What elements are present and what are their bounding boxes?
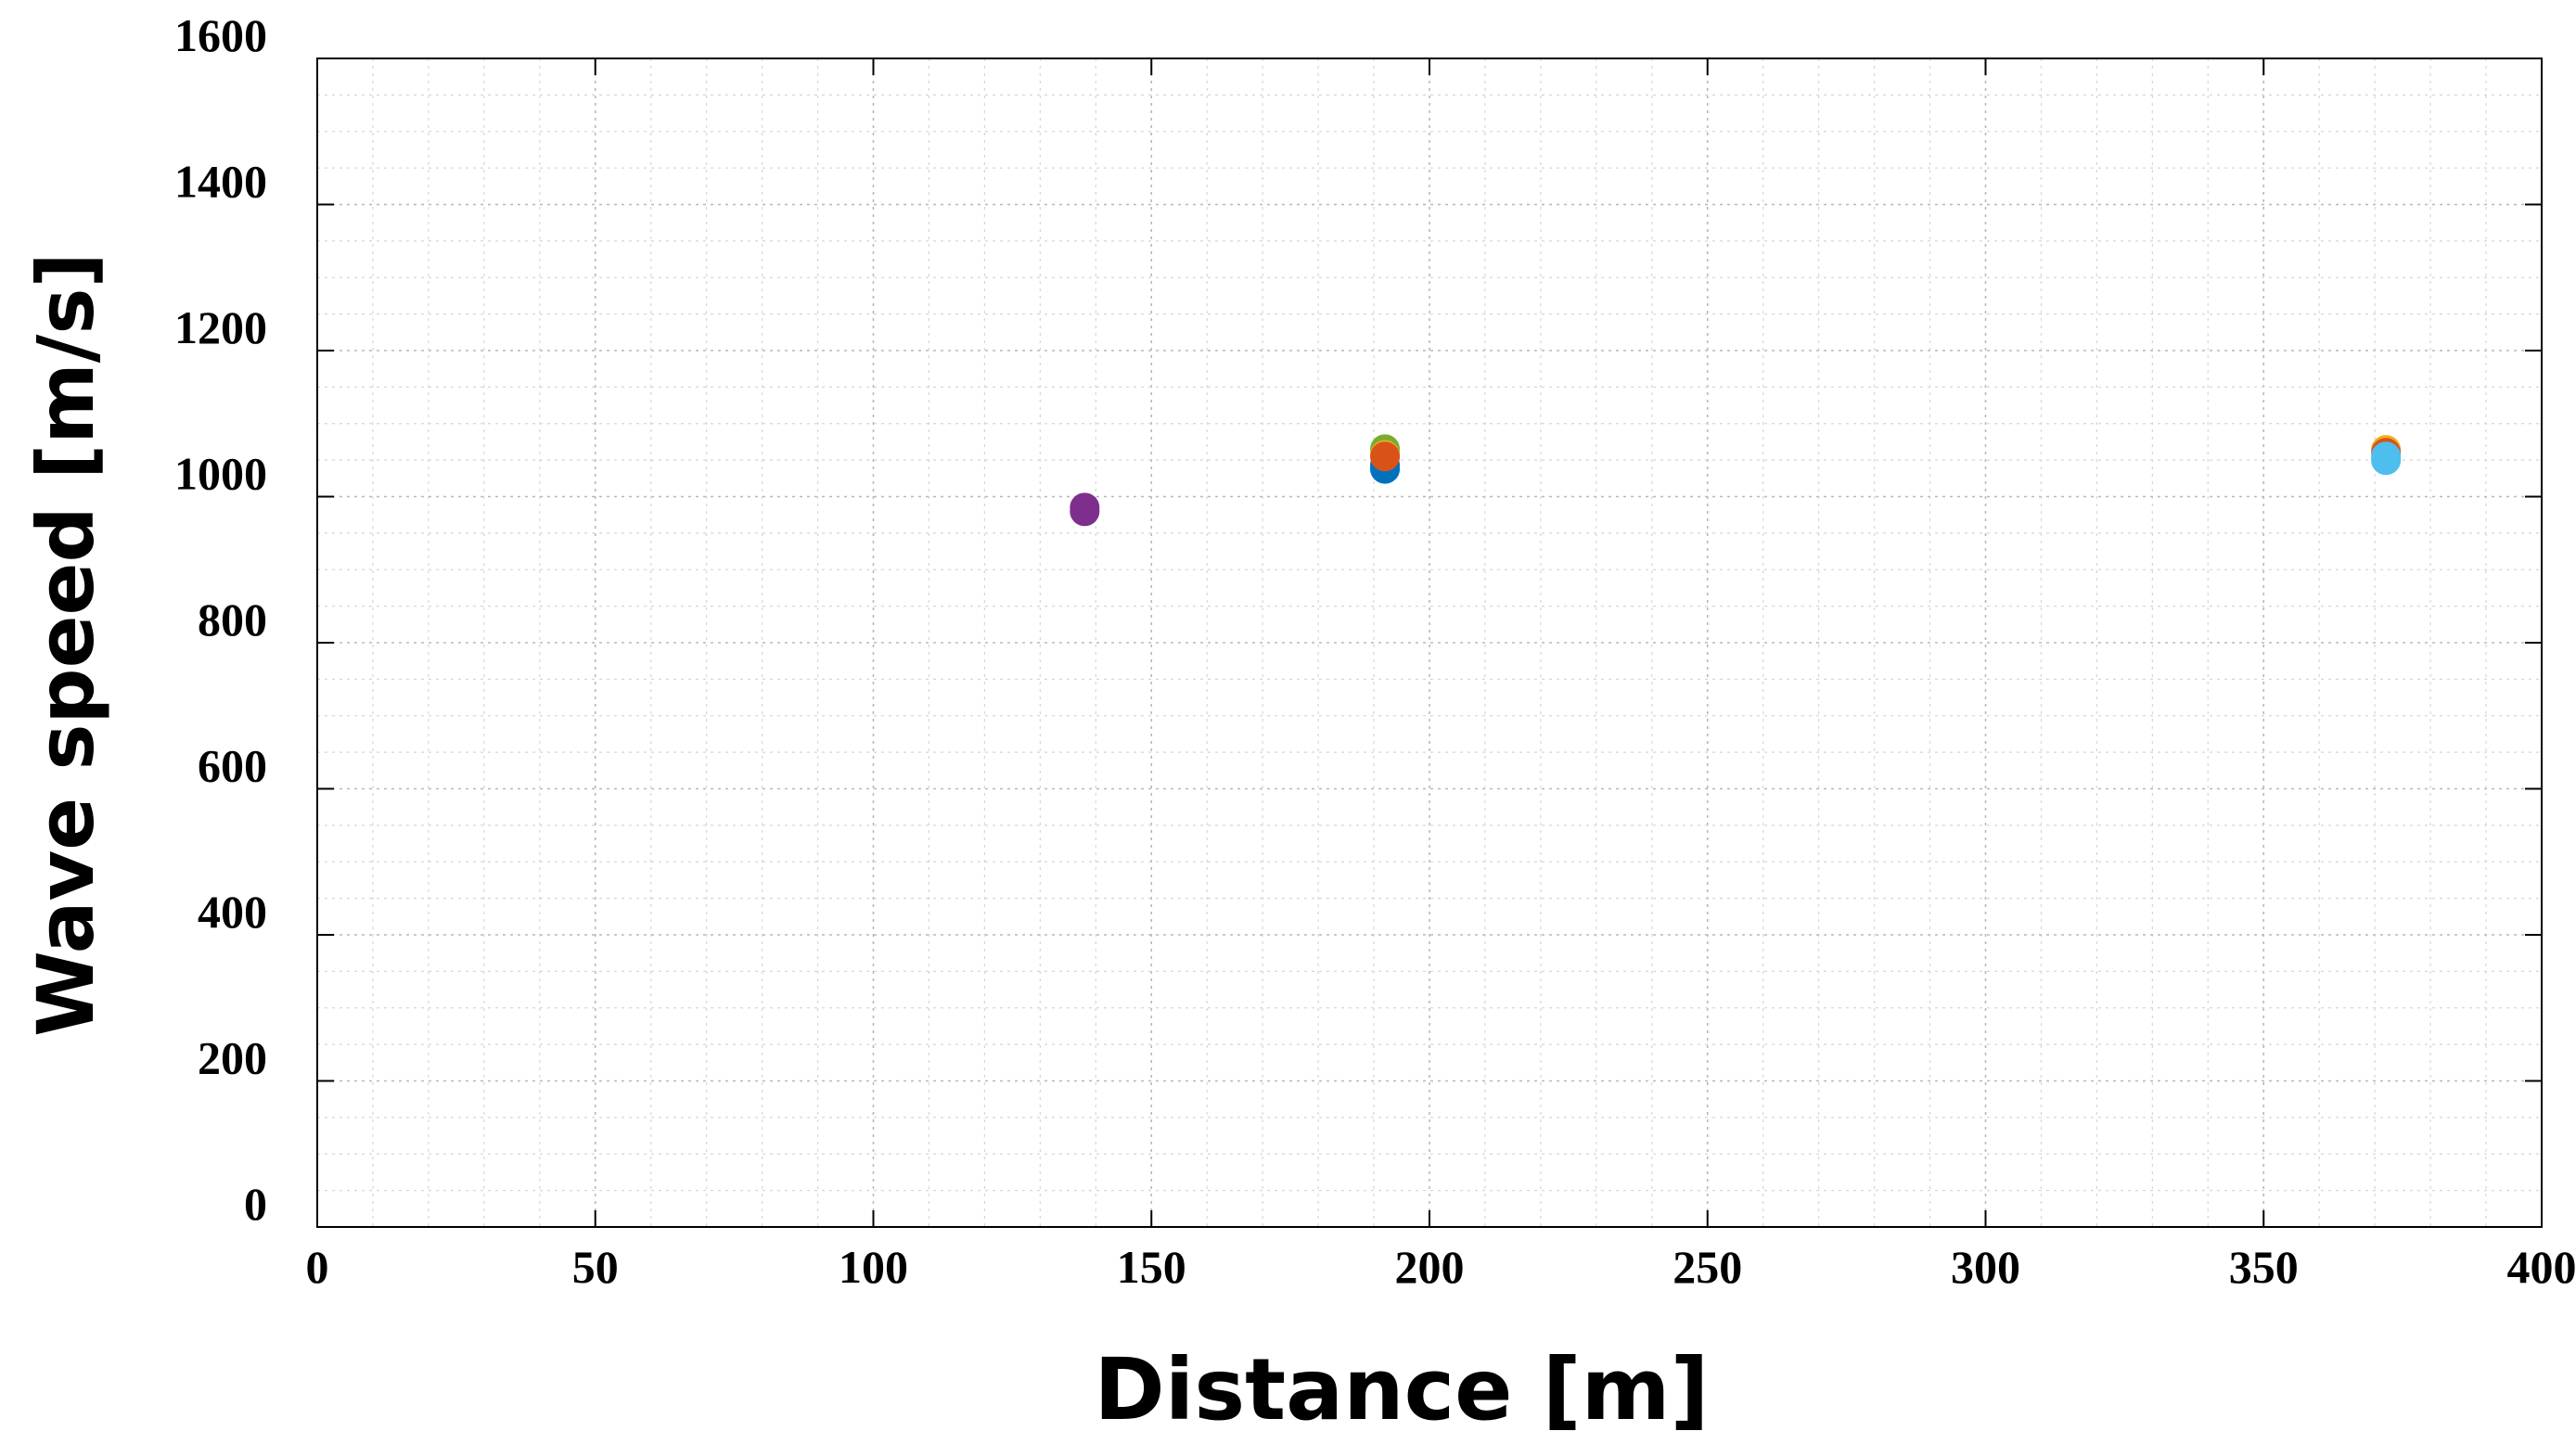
- y-tick-label: 1600: [174, 9, 267, 61]
- data-point: [1370, 441, 1401, 472]
- x-tick-label: 200: [1395, 1241, 1465, 1293]
- y-axis-title: Wave speed [m/s]: [20, 252, 111, 1037]
- x-tick-label: 150: [1117, 1241, 1186, 1293]
- y-tick-label: 400: [198, 886, 267, 938]
- y-tick-label: 200: [198, 1032, 267, 1084]
- x-tick-label: 250: [1672, 1241, 1742, 1293]
- y-tick-label: 0: [244, 1178, 267, 1230]
- data-point: [1070, 492, 1100, 523]
- data-point: [2371, 441, 2402, 472]
- y-tick-label: 1400: [174, 156, 267, 208]
- x-tick-label: 0: [306, 1241, 329, 1293]
- axis-ticks: [316, 58, 2543, 1228]
- x-axis-tick-labels: 0 50 100 150 200 250 300 350 400: [306, 1241, 2576, 1293]
- x-tick-label: 300: [1951, 1241, 2020, 1293]
- y-tick-label: 800: [198, 594, 267, 645]
- x-tick-label: 50: [572, 1241, 619, 1293]
- plot-area-frame: [316, 58, 2543, 1228]
- x-axis-title: Distance [m]: [1094, 1340, 1709, 1439]
- x-tick-label: 350: [2229, 1241, 2299, 1293]
- grid: [316, 58, 2543, 1228]
- y-tick-label: 1200: [174, 301, 267, 353]
- y-axis-tick-labels: 0 200 400 600 800 1000 1200 1400 1600: [174, 9, 267, 1230]
- x-tick-label: 100: [839, 1241, 908, 1293]
- y-tick-label: 600: [198, 740, 267, 792]
- x-tick-label: 400: [2507, 1241, 2576, 1293]
- y-tick-label: 1000: [174, 448, 267, 500]
- data-points: [1070, 434, 2402, 527]
